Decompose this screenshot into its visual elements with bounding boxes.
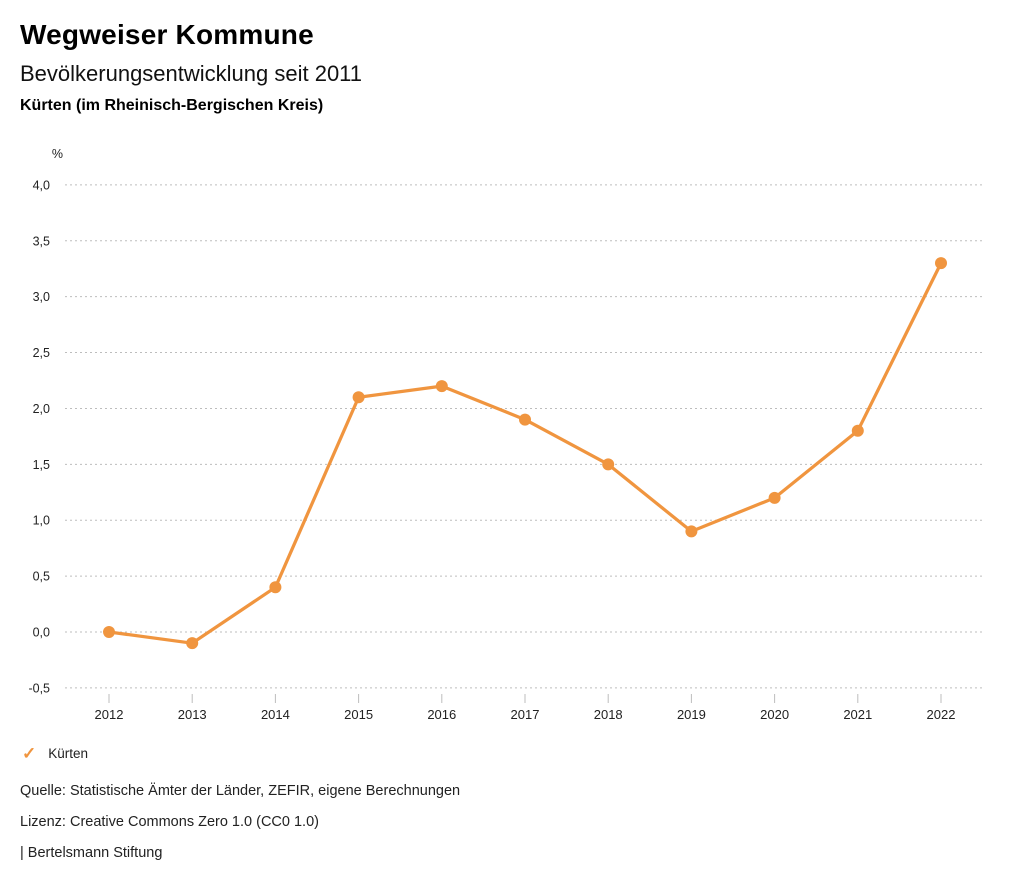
- data-point[interactable]: [768, 491, 781, 504]
- license-text: Lizenz: Creative Commons Zero 1.0 (CC0 1…: [20, 814, 319, 830]
- chart-region-subtitle: Kürten (im Rheinisch-Bergischen Kreis): [20, 97, 324, 114]
- legend: ✓ Kürten: [22, 745, 88, 762]
- data-point[interactable]: [352, 391, 365, 404]
- data-point[interactable]: [602, 458, 615, 471]
- data-point[interactable]: [269, 581, 282, 594]
- data-point[interactable]: [519, 413, 531, 426]
- page-title: Wegweiser Kommune: [20, 19, 314, 50]
- data-point[interactable]: [103, 626, 115, 638]
- source-text: Quelle: Statistische Ämter der Länder, Z…: [20, 783, 461, 799]
- header: Wegweiser Kommune Bevölkerungsentwicklun…: [20, 18, 362, 116]
- check-icon: ✓: [22, 744, 37, 763]
- data-point[interactable]: [186, 637, 199, 650]
- series-line: [107, 261, 943, 645]
- x-axis-tick-label: 2017: [511, 707, 540, 722]
- legend-item-kuerten[interactable]: Kürten: [48, 746, 89, 761]
- y-axis-tick-label: 4,0: [33, 178, 50, 192]
- y-axis-tick-label: 3,5: [33, 234, 50, 248]
- footer: Quelle: Statistische Ämter der Länder, Z…: [20, 784, 460, 877]
- x-axis-tick-label: 2022: [927, 707, 956, 722]
- y-axis-tick-label: 1,0: [33, 514, 50, 528]
- y-axis-tick-label: 0,0: [33, 626, 50, 640]
- chart-canvas: % 4,0 3,5 3,0 2,5 2,0 1,5 1,0 0,5 0,0 -0,5 2012 2013…: [28, 147, 985, 722]
- data-point[interactable]: [935, 257, 947, 270]
- y-axis-tick-label: 2,5: [33, 346, 50, 360]
- x-axis-tick-label: 2020: [760, 707, 789, 722]
- data-point[interactable]: [685, 525, 698, 538]
- x-axis-tick-label: 2019: [677, 707, 706, 722]
- y-axis-tick-label: -0,5: [28, 681, 50, 695]
- data-point[interactable]: [435, 380, 448, 393]
- x-axis-tick-label: 2021: [843, 707, 872, 722]
- x-axis-tick-label: 2014: [261, 707, 290, 722]
- y-axis-unit-label: %: [52, 147, 63, 161]
- x-axis-tick-label: 2015: [344, 707, 373, 722]
- line-chart: % 4,0 3,5 3,0 2,5 2,0 1,5 1,0 0,5 0,0 -0,5 2012 2013…: [0, 140, 1024, 740]
- y-axis-tick-label: 2,0: [33, 402, 50, 416]
- attribution-text: | Bertelsmann Stiftung: [20, 845, 163, 861]
- y-axis-tick-label: 3,0: [33, 290, 50, 304]
- x-axis-tick-label: 2018: [594, 707, 623, 722]
- data-point[interactable]: [851, 424, 864, 437]
- x-axis-tick-label: 2016: [427, 707, 456, 722]
- y-axis-tick-label: 0,5: [33, 570, 50, 584]
- chart-title: Bevölkerungsentwicklung seit 2011: [20, 61, 363, 86]
- y-axis-tick-label: 1,5: [33, 458, 50, 472]
- x-axis-tick-label: 2013: [178, 707, 207, 722]
- x-axis-tick-label: 2012: [95, 707, 124, 722]
